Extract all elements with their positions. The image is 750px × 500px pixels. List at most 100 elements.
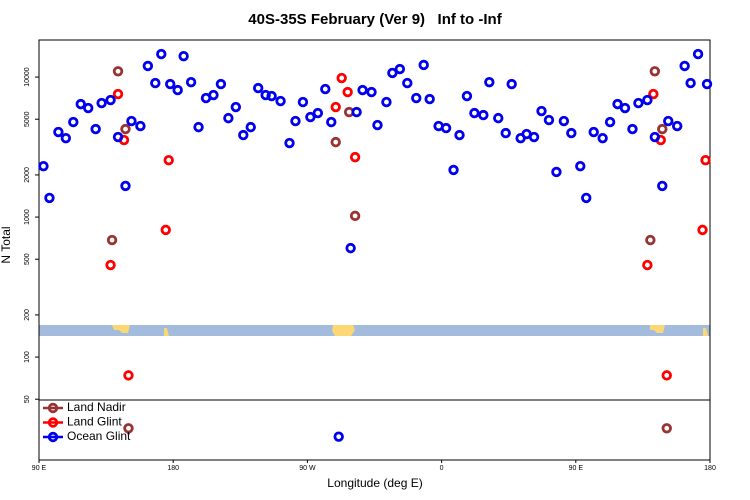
- point: [342, 86, 353, 98]
- x-tick-label: 0: [440, 465, 444, 472]
- point: [366, 86, 377, 98]
- point: [150, 77, 161, 89]
- y-tick-label: 2000: [24, 167, 31, 183]
- point: [260, 89, 271, 101]
- legend-marker: [47, 402, 59, 414]
- point: [461, 90, 473, 102]
- point: [336, 72, 347, 84]
- point: [305, 111, 316, 123]
- legend-label: Land Nadir: [67, 400, 126, 414]
- point: [597, 132, 608, 144]
- point: [588, 126, 599, 138]
- point: [679, 60, 690, 72]
- point: [312, 107, 324, 119]
- point: [349, 210, 361, 222]
- point: [645, 234, 656, 246]
- point: [551, 166, 562, 178]
- y-tick-label: 5000: [24, 111, 31, 127]
- point: [330, 101, 341, 113]
- point: [83, 102, 94, 114]
- point: [671, 120, 683, 132]
- x-tick-label: 90 E: [32, 465, 47, 472]
- point: [193, 121, 204, 133]
- point: [320, 83, 331, 95]
- point: [604, 116, 616, 128]
- point: [440, 122, 452, 134]
- point: [633, 97, 644, 109]
- point: [619, 102, 631, 114]
- point: [478, 109, 489, 121]
- point: [284, 137, 295, 149]
- point: [528, 131, 540, 143]
- point: [642, 94, 653, 106]
- point: [387, 67, 398, 79]
- point: [266, 90, 277, 102]
- point: [297, 96, 309, 108]
- point: [697, 224, 708, 236]
- point: [648, 88, 659, 100]
- point: [90, 123, 101, 135]
- point: [536, 105, 547, 117]
- point: [185, 76, 197, 88]
- point: [126, 115, 137, 127]
- y-tick-label: 200: [24, 309, 31, 321]
- legend-marker: [47, 417, 59, 428]
- point: [326, 116, 337, 128]
- plot-frame: [38, 39, 711, 461]
- point: [156, 48, 167, 60]
- point: [165, 78, 176, 90]
- point: [112, 88, 124, 100]
- point: [454, 129, 465, 141]
- point: [60, 132, 72, 144]
- y-axis-label: N Total: [0, 226, 13, 263]
- point: [230, 101, 242, 113]
- point: [44, 192, 55, 204]
- point: [178, 50, 189, 62]
- point: [275, 95, 286, 107]
- legend-marker: [47, 431, 59, 443]
- chart-title: 40S-35S February (Ver 9) Inf to -Inf: [248, 11, 502, 28]
- point: [657, 123, 668, 135]
- point: [123, 423, 134, 434]
- point: [245, 121, 256, 133]
- y-tick-label: 50: [24, 395, 31, 403]
- point: [558, 115, 570, 127]
- point: [402, 77, 413, 89]
- point: [172, 84, 183, 96]
- point: [105, 94, 116, 106]
- point: [96, 97, 107, 109]
- y-tick-label: 500: [24, 253, 31, 265]
- point: [252, 82, 264, 94]
- point: [123, 370, 134, 381]
- point: [120, 180, 131, 192]
- point: [238, 129, 249, 141]
- point: [68, 116, 79, 128]
- x-tick-label: 90 W: [299, 465, 316, 472]
- point: [208, 89, 219, 101]
- point: [627, 123, 638, 135]
- y-tick-label: 100: [24, 351, 31, 363]
- point: [649, 131, 661, 143]
- point: [223, 112, 234, 124]
- y-tick-label: 1000: [24, 209, 31, 225]
- y-tick-label: 10000: [24, 67, 31, 87]
- point: [394, 63, 406, 75]
- point: [661, 423, 672, 434]
- point: [484, 76, 495, 88]
- x-tick-label: 180: [704, 465, 716, 472]
- point: [700, 154, 711, 166]
- point: [575, 160, 586, 172]
- point: [333, 431, 344, 442]
- point: [357, 84, 368, 96]
- point: [543, 114, 555, 126]
- point: [500, 127, 511, 139]
- point: [493, 112, 504, 124]
- point: [112, 66, 124, 77]
- point: [215, 78, 227, 90]
- point: [53, 126, 64, 138]
- point: [163, 154, 174, 166]
- point: [411, 92, 422, 104]
- point: [105, 259, 116, 271]
- legend-label: Land Glint: [67, 415, 122, 429]
